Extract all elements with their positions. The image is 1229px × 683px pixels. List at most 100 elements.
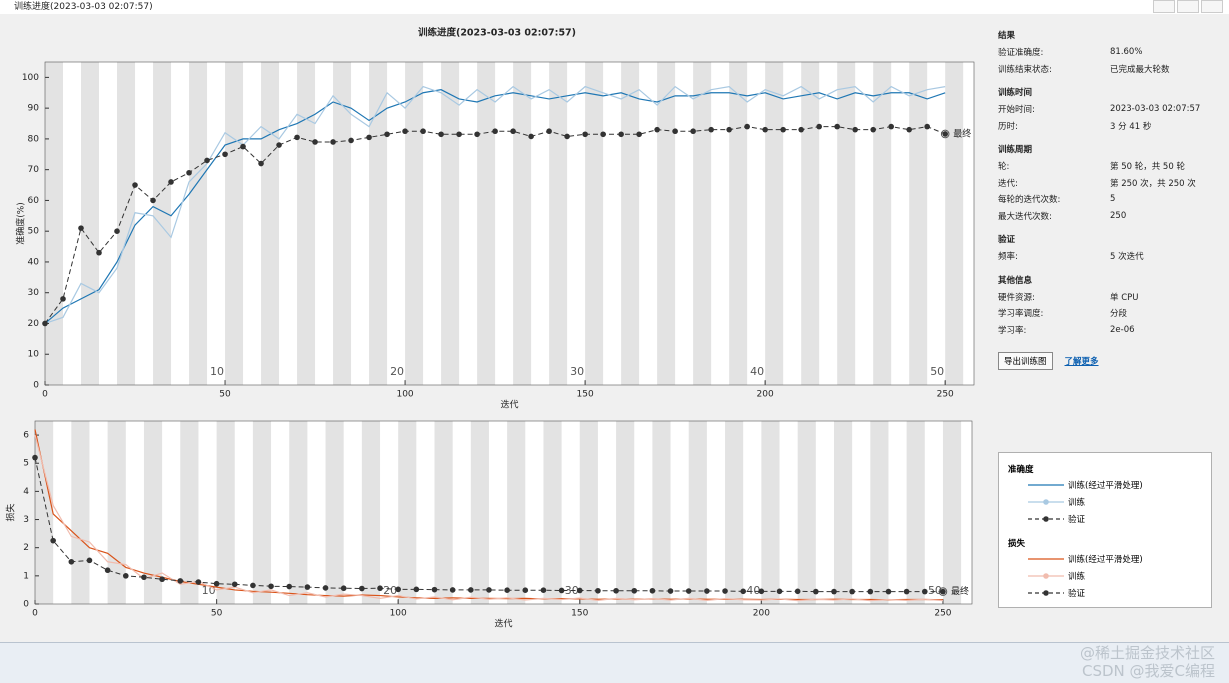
legend-swatch: [1028, 558, 1064, 560]
point: [213, 580, 220, 587]
point: [758, 588, 765, 595]
epoch-band: [477, 62, 496, 385]
buttons: 导出训练图 了解更多: [998, 352, 1099, 370]
point: [322, 585, 329, 591]
legend-entry: 验证: [1027, 513, 1085, 525]
point: [104, 567, 111, 574]
series-line: [44, 85, 946, 325]
info-panel: 结果 验证准确度: 81.60% 训练结束状态: 已完成最大轮数 训练时间 开始时间: 202…: [998, 20, 1218, 338]
point: [576, 587, 583, 594]
x-tick-label: 200: [757, 390, 774, 400]
epoch-band: [35, 421, 54, 604]
info-key: 历时:: [998, 121, 1018, 132]
point: [813, 588, 819, 595]
point: [780, 126, 786, 133]
x-tick-label: 0: [32, 609, 38, 619]
point: [96, 249, 102, 256]
learn-more-link[interactable]: 了解更多: [1064, 357, 1099, 367]
info-row: 学习率: 2e-06: [998, 322, 1218, 339]
point: [740, 588, 746, 595]
epoch-band: [909, 62, 928, 385]
axes-frame: [44, 61, 975, 386]
epoch-band: [153, 62, 172, 385]
point: [704, 588, 710, 594]
point: [618, 131, 624, 138]
point: [885, 588, 892, 595]
epoch-band: [289, 421, 308, 604]
info-key: 迭代:: [998, 178, 1018, 189]
final-label: 最终: [953, 127, 971, 139]
swatch-marker: [1043, 516, 1049, 522]
point: [940, 588, 946, 595]
training-window: 训练进度(2023-03-03 02:07:57) 训练进度(2023-03-0…: [0, 0, 1229, 643]
epoch-band: [71, 421, 90, 604]
y-tick-label: 80: [28, 134, 40, 144]
epoch-band: [441, 62, 460, 385]
window-buttons: [1153, 0, 1223, 14]
legend-label: 训练: [1068, 498, 1086, 508]
point: [456, 131, 462, 138]
epoch-band: [873, 62, 892, 385]
info-key: 每轮的迭代次数:: [998, 195, 1061, 206]
epoch-band: [333, 62, 352, 385]
point: [78, 225, 84, 231]
point: [258, 160, 264, 167]
point: [504, 587, 510, 594]
x-tick-label: 100: [390, 609, 407, 619]
epoch-band: [549, 62, 568, 385]
point: [582, 131, 588, 138]
point: [834, 123, 840, 130]
info-row: 轮: 第 50 轮，共 50 轮: [998, 158, 1218, 175]
info-key: 验证准确度:: [998, 48, 1044, 59]
x-tick-label: 250: [937, 390, 954, 400]
point: [540, 587, 547, 594]
minimize[interactable]: [1153, 0, 1175, 13]
info-value: 3 分 41 秒: [1110, 121, 1152, 132]
point: [921, 588, 928, 595]
info-row: 最大迭代次数: 250: [998, 208, 1218, 225]
epoch-tick-label: 40: [746, 584, 760, 597]
legend-swatch: [1028, 499, 1064, 505]
series-line: [34, 429, 943, 601]
epoch-band: [297, 62, 316, 385]
point: [522, 587, 529, 594]
point: [924, 123, 930, 130]
point: [906, 126, 912, 133]
point: [600, 131, 606, 138]
epoch-tick-label: 50: [928, 584, 942, 597]
epoch-band: [688, 421, 707, 604]
point: [186, 169, 192, 176]
maximize[interactable]: [1177, 0, 1199, 13]
info-row: 学习率调度: 分段: [998, 305, 1218, 322]
info-value: 单 CPU: [1110, 292, 1139, 303]
point: [32, 454, 38, 461]
x-tick-label: 150: [577, 390, 594, 400]
legend-entry: 训练: [1027, 570, 1085, 582]
epoch-band: [942, 421, 962, 604]
legend-label: 训练: [1068, 572, 1086, 582]
info-value: 250: [1110, 210, 1127, 221]
point: [384, 131, 390, 138]
y-tick-label: 40: [28, 257, 40, 267]
x-tick-label: 0: [42, 390, 48, 400]
point: [649, 587, 656, 594]
y-tick-label: 0: [33, 381, 39, 391]
x-tick-label: 250: [934, 609, 951, 619]
legend-label: 验证: [1068, 515, 1086, 525]
legend-label: 训练(经过平滑处理): [1068, 555, 1143, 565]
swatch-marker: [1043, 590, 1049, 596]
info-value: 第 50 轮，共 50 轮: [1110, 162, 1185, 173]
point: [468, 587, 474, 593]
export-button[interactable]: 导出训练图: [998, 352, 1053, 370]
epoch-tick-label: 20: [390, 365, 404, 378]
info-row: 每轮的迭代次数: 5: [998, 191, 1218, 208]
plot-title: 训练进度(2023-03-03 02:07:57): [418, 27, 576, 39]
close[interactable]: [1201, 0, 1223, 13]
title-bar: 训练进度(2023-03-03 02:07:57): [0, 0, 1229, 14]
info-key: 学习率:: [998, 325, 1027, 336]
epoch-band: [579, 421, 598, 604]
point: [413, 586, 420, 593]
point: [849, 588, 855, 595]
point: [613, 587, 619, 594]
info-value: 已完成最大轮数: [1110, 64, 1170, 75]
